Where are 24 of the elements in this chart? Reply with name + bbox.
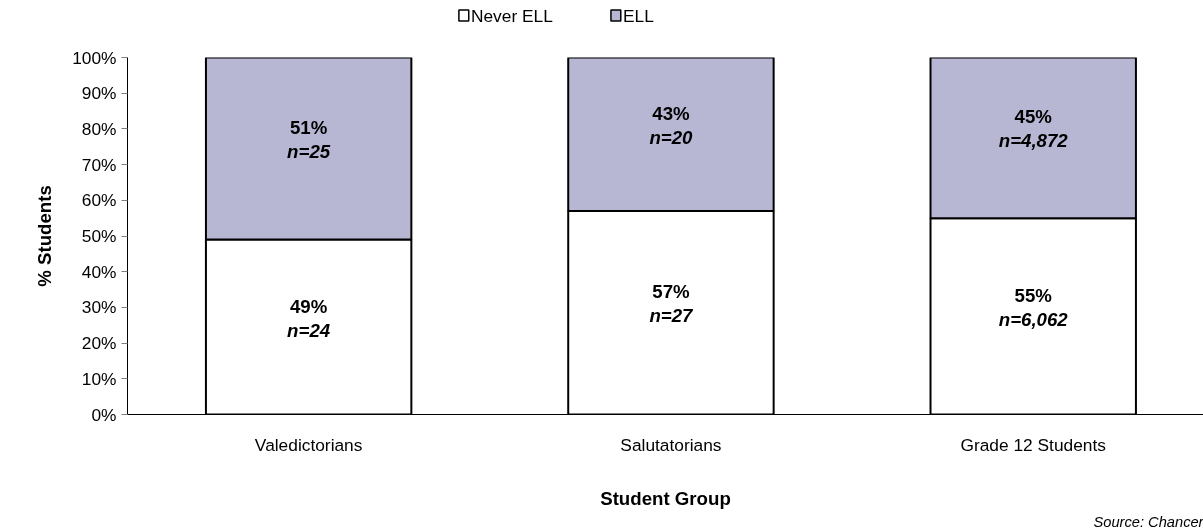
y-tick-label: 90% xyxy=(81,83,117,104)
data-label: 49% n=24 xyxy=(287,295,331,341)
data-label: 45% n=4,872 xyxy=(998,106,1069,152)
x-tick-label: Grade 12 Students xyxy=(960,434,1107,455)
y-tick-label: 60% xyxy=(81,190,117,211)
data-label: 51% n=25 xyxy=(287,117,331,163)
legend-label: Never ELL xyxy=(470,5,554,26)
data-label: 43% n=20 xyxy=(649,102,694,148)
y-tick-label: 80% xyxy=(81,118,117,139)
y-tick-label: 10% xyxy=(81,368,117,389)
y-tick-label: 100% xyxy=(72,47,117,68)
x-axis-title: Student Group xyxy=(600,487,731,509)
y-tick-label: 0% xyxy=(91,404,117,425)
y-tick-label: 70% xyxy=(81,154,117,175)
y-tick-label: 50% xyxy=(81,226,117,246)
y-tick-label: 20% xyxy=(81,333,117,354)
y-tick-label: 40% xyxy=(81,261,117,282)
data-label: 55% n=6,062 xyxy=(998,284,1069,330)
legend-label: ELL xyxy=(623,5,655,26)
y-tick-label: 30% xyxy=(81,297,117,318)
data-label: 57% n=27 xyxy=(649,281,695,327)
x-tick-label: Salutatorians xyxy=(620,434,722,455)
y-axis-title: % Students xyxy=(34,185,56,287)
x-tick-label: Valedictorians xyxy=(254,434,363,455)
